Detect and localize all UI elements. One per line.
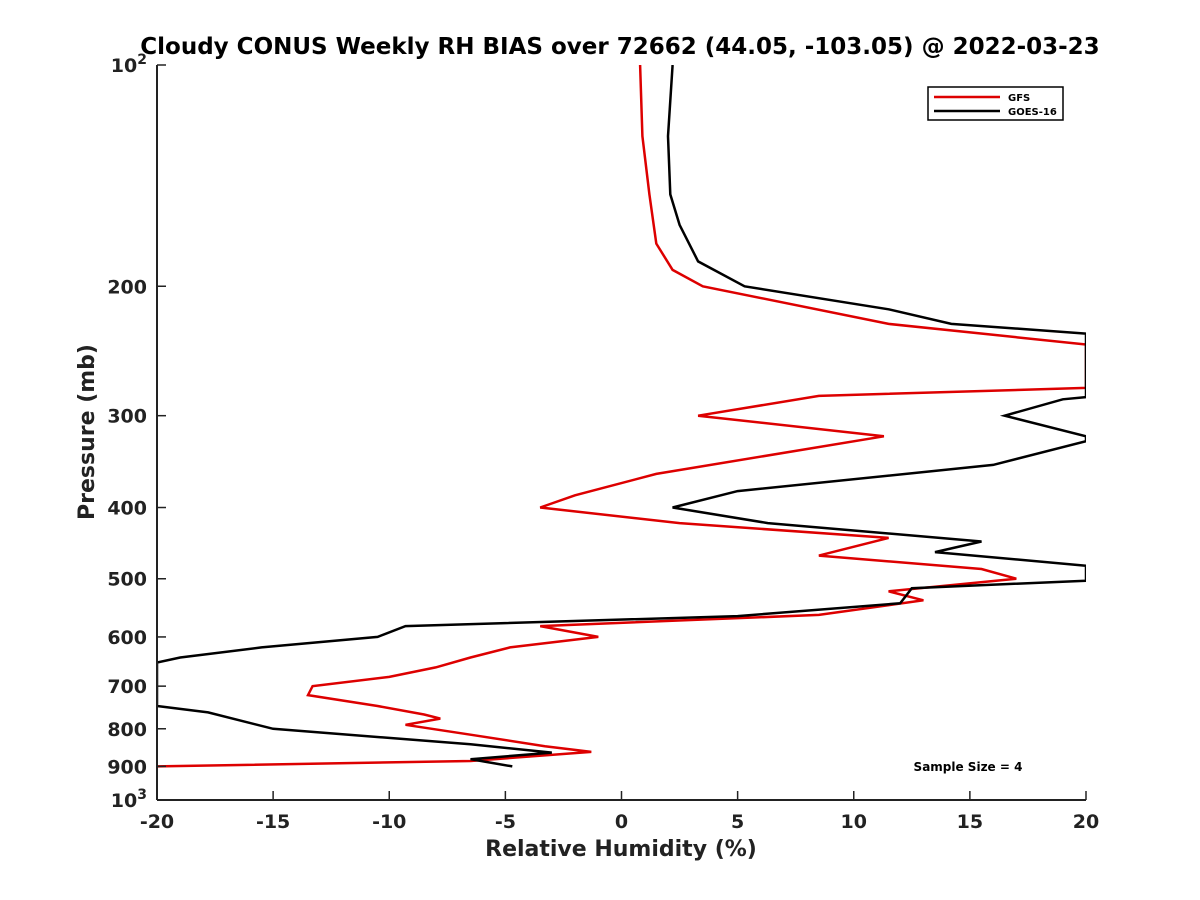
legend-label-gfs: GFS — [1008, 93, 1030, 104]
series-line-gfs — [157, 65, 1086, 768]
y-tick-label: 900 — [107, 756, 147, 778]
x-tick-label: -20 — [140, 811, 174, 833]
y-tick-label: 200 — [107, 276, 147, 298]
x-tick-label: 0 — [615, 811, 628, 833]
legend: GFS GOES-16 — [927, 86, 1064, 121]
x-tick-label: -5 — [495, 811, 516, 833]
chart-title: Cloudy CONUS Weekly RH BIAS over 72662 (… — [140, 34, 1099, 60]
series-layer — [157, 65, 1086, 768]
y-tick-label: 103 — [111, 787, 147, 812]
series-line-goes-16 — [157, 65, 1086, 768]
y-axis-label: Pressure (mb) — [75, 344, 100, 520]
x-tick-label: 5 — [731, 811, 744, 833]
y-tick-label: 600 — [107, 627, 147, 649]
x-tick-label: -15 — [256, 811, 290, 833]
y-tick-label: 300 — [107, 406, 147, 428]
legend-box — [927, 86, 1064, 121]
x-tick-label: -10 — [372, 811, 406, 833]
y-tick-label: 700 — [107, 676, 147, 698]
x-axis-ticks: -20 -15 -10 -5 0 5 10 15 20 — [140, 791, 1099, 833]
y-tick-label: 400 — [107, 498, 147, 520]
sample-size-annotation: Sample Size = 4 — [914, 760, 1023, 774]
y-tick-label: 500 — [107, 569, 147, 591]
y-tick-label: 800 — [107, 719, 147, 741]
x-tick-label: 20 — [1073, 811, 1099, 833]
x-tick-label: 15 — [957, 811, 983, 833]
y-axis-ticks: 102 200 300 400 500 600 700 800 900 103 — [107, 52, 166, 812]
y-tick-label: 102 — [111, 52, 147, 77]
x-tick-label: 10 — [841, 811, 867, 833]
x-axis-label: Relative Humidity (%) — [485, 837, 757, 862]
legend-label-goes-16: GOES-16 — [1008, 107, 1057, 118]
